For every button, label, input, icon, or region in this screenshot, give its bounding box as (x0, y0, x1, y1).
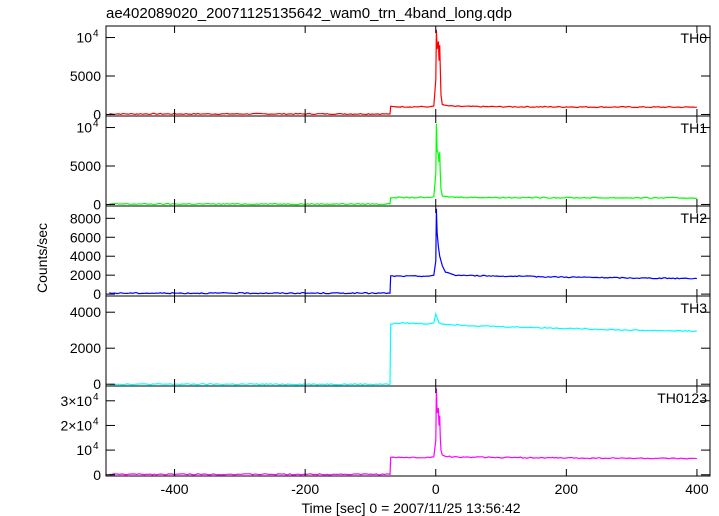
panel-label-th0123: TH0123 (657, 390, 707, 406)
y-tick-label: 6000 (70, 229, 101, 245)
y-tick-label: 10 (76, 120, 92, 136)
y-tick-label-exponent: 4 (93, 29, 99, 40)
y-tick-label: 2000 (70, 267, 101, 283)
x-tick-label: -400 (161, 481, 189, 497)
y-tick-label: 5000 (70, 158, 101, 174)
panel-label-th2: TH2 (681, 210, 708, 226)
y-tick-label: 10 (76, 442, 92, 458)
x-tick-label: 400 (685, 481, 709, 497)
panel-label-th1: TH1 (681, 120, 708, 136)
panel-label-th3: TH3 (681, 300, 708, 316)
series-line-th2 (109, 208, 697, 295)
y-tick-label: 0 (93, 467, 101, 483)
y-tick-label: 8000 (70, 210, 101, 226)
y-tick-label: 5000 (70, 68, 101, 84)
panel-th1: 0 5000 10 4 TH1 (70, 115, 711, 212)
y-tick-label: 10 (76, 30, 92, 46)
y-tick-label: 0 (93, 106, 101, 122)
y-tick-label-exponent: 4 (93, 441, 99, 452)
y-tick-label: 0 (93, 286, 101, 302)
x-tick-label: 0 (432, 481, 440, 497)
panel-frame (105, 115, 711, 207)
x-tick-label: 200 (555, 481, 579, 497)
panel-th0123: 010 42×10 43×10 4 TH0123 (60, 385, 711, 483)
panel-th0: 0 5000 10 4 TH0 (70, 25, 711, 122)
series-line-th1 (109, 123, 698, 206)
panel-frame (105, 25, 711, 117)
panel-th3: 0 2000 4000 TH3 (70, 295, 711, 392)
y-tick-label-exponent: 4 (93, 392, 99, 403)
y-tick-label: 0 (93, 376, 101, 392)
x-tick-label: -200 (291, 481, 319, 497)
series-line-th0 (109, 29, 697, 116)
panel-frame (105, 295, 711, 387)
y-tick-label: 2×10 (60, 417, 92, 433)
y-tick-label-exponent: 4 (93, 416, 99, 427)
y-tick-label: 2000 (70, 340, 101, 356)
x-axis-label: Time [sec] 0 = 2007/11/25 13:56:42 (301, 500, 520, 516)
chart-title: ae402089020_20071125135642_wam0_trn_4ban… (106, 5, 512, 22)
y-tick-label: 0 (93, 196, 101, 212)
panel-frame (105, 205, 711, 297)
panel-label-th0: TH0 (681, 30, 708, 46)
panel-frame (105, 385, 711, 477)
y-axis-label: Counts/sec (34, 223, 50, 293)
y-tick-label: 3×10 (60, 393, 92, 409)
y-tick-label-exponent: 4 (93, 119, 99, 130)
panel-th2: 0 2000 4000 6000 8000 TH2 (70, 205, 711, 302)
y-tick-label: 4000 (70, 248, 101, 264)
series-line-th0123 (109, 388, 698, 476)
y-tick-label: 4000 (70, 304, 101, 320)
series-line-th3 (109, 311, 697, 386)
